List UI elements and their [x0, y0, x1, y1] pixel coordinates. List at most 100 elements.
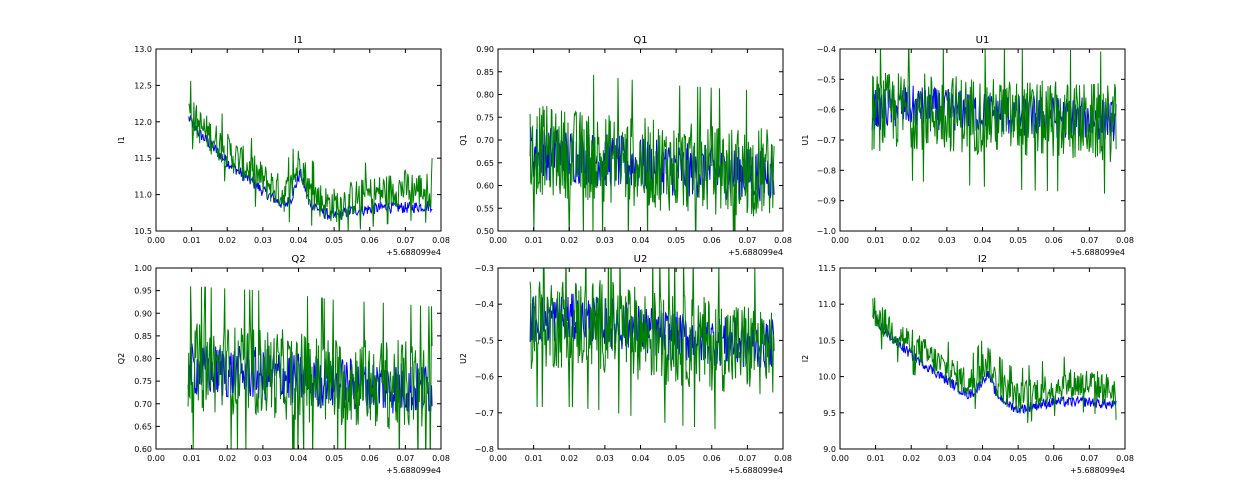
y-axis-label: I2	[801, 355, 810, 362]
x-tick-label: 0.02	[560, 454, 578, 463]
x-tick-label: 0.00	[489, 454, 507, 463]
series-line-1	[188, 115, 433, 220]
y-tick-label: 0.90	[476, 45, 494, 54]
y-tick-label: 0.70	[476, 136, 494, 145]
y-tick-label: 12.5	[134, 81, 152, 90]
x-offset-label: +5.688099e4	[728, 248, 783, 257]
x-tick-label: 0.02	[902, 236, 920, 245]
y-tick-label: 11.5	[818, 264, 836, 273]
x-offset-label: +5.688099e4	[386, 248, 441, 257]
y-tick-label: 1.00	[134, 264, 152, 273]
x-tick-label: 0.08	[432, 236, 450, 245]
y-tick-label: 0.80	[134, 355, 152, 364]
subplot-title: I2	[978, 254, 987, 265]
y-tick-label: 0.50	[476, 227, 494, 236]
y-tick-label: −0.6	[475, 373, 494, 382]
subplot-q2: 0.00 0.01 0.02 0.03 0.04 0.05 0.06 0.07 0.08 0.60…	[117, 254, 450, 475]
y-tick-label: 0.75	[134, 377, 152, 386]
y-tick-label: 0.70	[134, 400, 152, 409]
y-axis-label: U2	[459, 353, 468, 364]
y-tick-label: 10.5	[134, 227, 152, 236]
x-tick-label: 0.07	[738, 236, 756, 245]
x-tick-label: 0.07	[1080, 236, 1098, 245]
x-tick-label: 0.01	[525, 236, 543, 245]
x-tick-label: 0.00	[831, 236, 849, 245]
y-tick-label: 11.0	[818, 300, 836, 309]
series-line-2	[872, 297, 1117, 424]
y-tick-label: 0.95	[134, 287, 152, 296]
x-tick-label: 0.02	[218, 236, 236, 245]
y-tick-label: −0.8	[475, 445, 494, 454]
y-axis-label: Q1	[459, 134, 468, 145]
y-tick-label: 0.85	[476, 68, 494, 77]
y-tick-label: −1.0	[817, 227, 836, 236]
x-tick-label: 0.03	[254, 454, 272, 463]
x-tick-label: 0.04	[974, 454, 992, 463]
x-tick-label: 0.03	[938, 454, 956, 463]
y-tick-label: 9.0	[823, 445, 836, 454]
x-tick-label: 0.05	[1009, 236, 1027, 245]
x-tick-label: 0.08	[774, 454, 792, 463]
y-tick-label: −0.4	[817, 45, 836, 54]
y-tick-label: −0.9	[817, 197, 836, 206]
series-line-2	[188, 80, 433, 231]
y-axis-label: U1	[801, 135, 810, 146]
subplot-title: I1	[294, 35, 303, 46]
y-tick-label: 10.0	[818, 373, 836, 382]
y-tick-label: 0.85	[134, 332, 152, 341]
x-tick-label: 0.05	[667, 236, 685, 245]
subplot-i2: 0.00 0.01 0.02 0.03 0.04 0.05 0.06 0.07 0.08 9.0 9…	[801, 254, 1134, 475]
series-line-2	[529, 268, 775, 430]
x-offset-label: +5.688099e4	[728, 466, 783, 475]
x-tick-label: 0.05	[325, 236, 343, 245]
y-tick-label: 11.5	[134, 154, 152, 163]
series-line-2	[871, 49, 1117, 194]
x-tick-label: 0.04	[290, 454, 308, 463]
y-tick-label: 0.90	[134, 309, 152, 318]
y-tick-label: −0.3	[475, 264, 494, 273]
x-tick-label: 0.01	[183, 454, 201, 463]
x-tick-label: 0.00	[147, 454, 165, 463]
y-axis-label: Q2	[117, 353, 126, 364]
x-tick-label: 0.05	[667, 454, 685, 463]
x-tick-label: 0.06	[361, 454, 379, 463]
y-tick-label: 0.60	[134, 445, 152, 454]
y-tick-label: 0.80	[476, 91, 494, 100]
y-tick-label: 12.0	[134, 118, 152, 127]
x-tick-label: 0.03	[596, 454, 614, 463]
y-tick-label: −0.4	[475, 300, 494, 309]
x-tick-label: 0.03	[596, 236, 614, 245]
subplot-title: Q2	[291, 254, 305, 265]
x-tick-label: 0.05	[325, 454, 343, 463]
y-tick-label: 10.5	[818, 336, 836, 345]
x-tick-label: 0.06	[703, 236, 721, 245]
x-tick-label: 0.06	[1045, 454, 1063, 463]
x-tick-label: 0.02	[902, 454, 920, 463]
x-tick-label: 0.02	[560, 236, 578, 245]
series-line-2	[529, 74, 775, 231]
subplot-i1: 0.00 0.01 0.02 0.03 0.04 0.05 0.06 0.07 0.08 10.5…	[117, 35, 450, 257]
y-tick-label: 0.55	[476, 204, 494, 213]
x-tick-label: 0.08	[774, 236, 792, 245]
y-tick-label: 9.5	[823, 409, 836, 418]
subplot-title: U2	[634, 254, 648, 265]
x-tick-label: 0.00	[147, 236, 165, 245]
y-tick-label: 13.0	[134, 45, 152, 54]
x-tick-label: 0.05	[1009, 454, 1027, 463]
x-tick-label: 0.01	[183, 236, 201, 245]
x-tick-label: 0.02	[218, 454, 236, 463]
y-tick-label: −0.5	[475, 336, 494, 345]
x-tick-label: 0.04	[974, 236, 992, 245]
subplot-u1: 0.00 0.01 0.02 0.03 0.04 0.05 0.06 0.07 0.08 −1.0…	[801, 35, 1134, 257]
y-tick-label: 0.65	[134, 422, 152, 431]
x-offset-label: +5.688099e4	[1070, 466, 1125, 475]
y-tick-label: 0.75	[476, 113, 494, 122]
x-tick-label: 0.06	[361, 236, 379, 245]
y-axis-label: I1	[117, 136, 126, 143]
x-tick-label: 0.01	[867, 236, 885, 245]
x-tick-label: 0.04	[632, 454, 650, 463]
x-tick-label: 0.07	[396, 454, 414, 463]
subplot-u2: 0.00 0.01 0.02 0.03 0.04 0.05 0.06 0.07 0.08 −0.8…	[459, 254, 792, 475]
subplot-q1: 0.00 0.01 0.02 0.03 0.04 0.05 0.06 0.07 0.08 0.50…	[459, 35, 792, 257]
